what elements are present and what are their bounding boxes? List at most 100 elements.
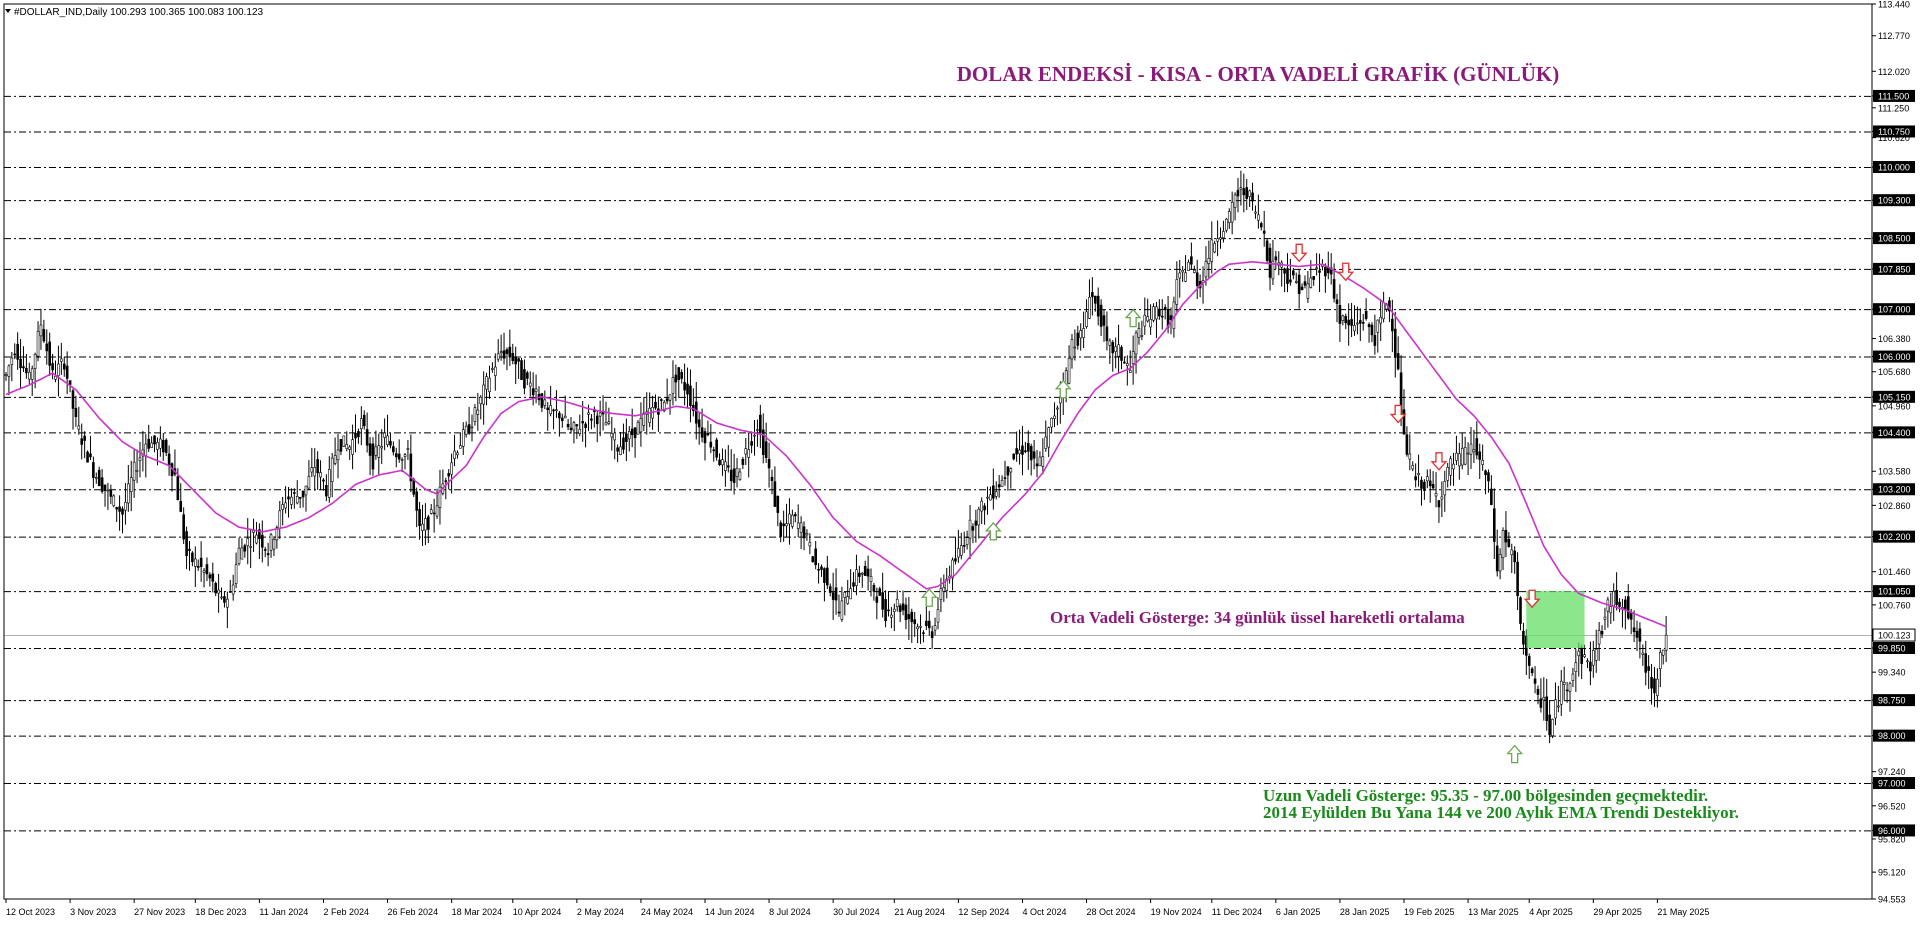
candle-body (301, 490, 305, 498)
candle-body (555, 409, 558, 412)
candle-body (546, 407, 550, 410)
candle-body (1140, 335, 1144, 337)
candle-body (665, 398, 669, 402)
candle-body (587, 412, 590, 415)
candle-body (604, 422, 608, 426)
y-tick-label: 105.680 (1878, 367, 1911, 377)
candle-body (479, 396, 483, 405)
candle-body (601, 412, 605, 415)
candle-body (1169, 315, 1173, 320)
candle-body (307, 476, 311, 489)
candle-body (1088, 296, 1091, 319)
candle-body (683, 382, 686, 391)
candle-body (1577, 650, 1581, 657)
candle-body (1426, 476, 1429, 482)
candle-body (368, 443, 372, 456)
candle-body (989, 494, 992, 501)
candle-body (97, 469, 101, 487)
candle-body (1102, 315, 1106, 326)
candle-body (616, 447, 619, 452)
candle-body (598, 412, 602, 417)
x-tick-label: 24 May 2024 (641, 907, 693, 917)
candle-body (558, 412, 561, 419)
candle-body (362, 414, 366, 427)
candle-body (1242, 188, 1246, 196)
candle-body (1562, 682, 1566, 685)
candle-body (738, 471, 742, 480)
candle-body (782, 523, 785, 527)
candle-body (860, 572, 864, 575)
candle-body (121, 508, 124, 515)
candle-body (1300, 286, 1304, 291)
header-dropdown-icon[interactable] (5, 9, 11, 13)
candle-body (30, 368, 34, 380)
candle-body (194, 558, 197, 567)
candle-body (971, 526, 975, 531)
candle-body (482, 384, 485, 405)
candle-body (191, 552, 194, 563)
candle-body (432, 512, 436, 515)
candle-body (1437, 500, 1441, 508)
candle-body (1219, 237, 1222, 240)
y-axis-ticks: 113.440 112.770 112.020 111.500 111.250 110.7… (1872, 0, 1916, 905)
candle-body (613, 432, 617, 441)
candle-body (785, 523, 788, 527)
candle-body (447, 473, 451, 477)
candle-body (380, 446, 384, 449)
candle-body (808, 542, 812, 547)
candle-body (881, 592, 884, 610)
y-tick-label: 103.200 (1878, 485, 1911, 495)
candle-body (333, 455, 337, 464)
candle-body (94, 477, 98, 479)
y-tick-label: 108.500 (1878, 234, 1911, 244)
annotation-long-term-2: 2014 Eylülden Bu Yana 144 ve 200 Aylık E… (1263, 803, 1739, 822)
candle-body (662, 402, 666, 412)
candle-body (272, 539, 276, 550)
candle-body (1405, 434, 1409, 455)
candle-body (1659, 652, 1662, 670)
candle-body (1289, 279, 1292, 283)
candle-body (1160, 315, 1164, 318)
candle-body (1449, 458, 1452, 476)
candle-body (374, 446, 378, 456)
candle-body (1458, 453, 1461, 467)
candle-body (278, 510, 282, 529)
candle-body (295, 496, 299, 504)
candle-body (622, 437, 625, 450)
candle-body (1632, 627, 1636, 633)
candle-body (1230, 201, 1234, 223)
candle-body (578, 428, 582, 434)
y-tick-label-box (1873, 161, 1915, 174)
annotation-mid-term: Orta Vadeli Gösterge: 34 günlük üssel ha… (1050, 608, 1465, 627)
candle-body (106, 489, 110, 492)
y-tick-label: 111.250 (1878, 103, 1909, 113)
y-tick-label: 104.960 (1878, 401, 1911, 411)
candle-body (671, 377, 675, 394)
candle-body (1108, 340, 1112, 346)
candle-body (858, 572, 861, 577)
y-tick-label: 113.440 (1878, 0, 1910, 10)
candle-body (907, 614, 911, 620)
candle-body (1359, 320, 1362, 324)
candle-body (939, 588, 943, 600)
candle-body (220, 596, 223, 599)
candle-body (1315, 267, 1318, 270)
y-tick-label: 103.580 (1878, 467, 1911, 477)
candle-body (415, 491, 418, 511)
candle-body (1548, 714, 1551, 736)
candle-body (354, 432, 357, 439)
candle-body (1082, 328, 1085, 338)
candle-body (520, 360, 523, 380)
candle-body (68, 380, 72, 385)
candle-body (1589, 661, 1592, 672)
candle-body (805, 532, 809, 536)
x-tick-label: 11 Jan 2024 (259, 907, 308, 917)
candle-body (118, 506, 121, 512)
candle-body (526, 372, 529, 379)
candle-body (741, 458, 745, 465)
candle-body (569, 427, 573, 431)
candle-body (60, 358, 63, 362)
candle-body (100, 477, 104, 492)
